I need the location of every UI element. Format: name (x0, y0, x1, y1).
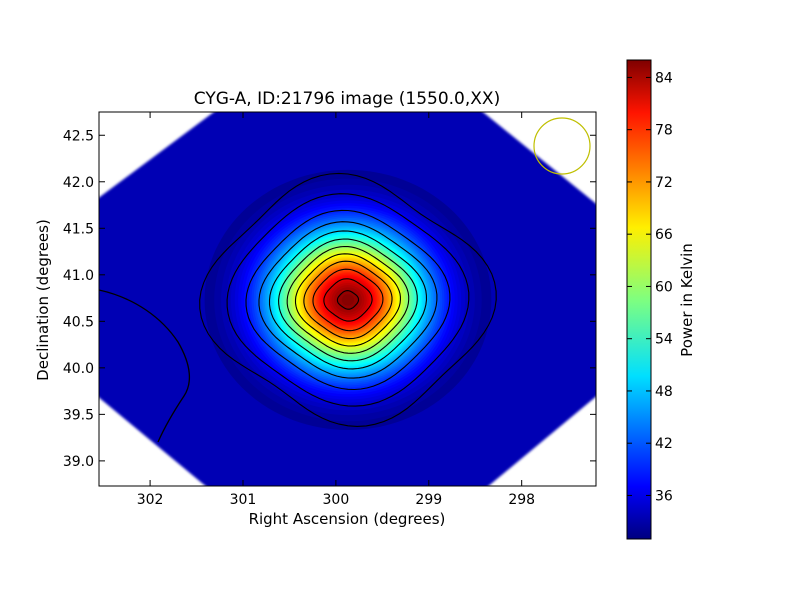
intensity-band (341, 294, 355, 306)
intensity-layer (204, 169, 492, 431)
contour-line (245, 209, 451, 391)
colorbar-ticks: 36 42 48 54 60 66 72 78 84 (627, 70, 673, 504)
colorbar-tick-label: 84 (655, 70, 673, 86)
x-tick-label: 298 (508, 492, 535, 508)
plot-frame (98, 111, 597, 487)
contour-line (336, 290, 360, 310)
colorbar-tick-label: 48 (655, 384, 673, 400)
y-tick-label: 39.0 (63, 454, 94, 470)
contour-line (286, 245, 410, 354)
contour-line (303, 260, 393, 340)
y-tick-label: 41.5 (63, 221, 94, 237)
y-tick-label: 40.5 (63, 314, 94, 330)
contour-line (268, 230, 428, 370)
colorbar: 36 42 48 54 60 66 72 78 84 Power in Kelvin (626, 59, 696, 540)
chart-title: CYG-A, ID:21796 image (1550.0,XX) (194, 89, 500, 109)
plot-area (99, 112, 596, 486)
y-tick-label: 42.5 (63, 128, 94, 144)
colorbar-tick-label: 72 (655, 175, 673, 191)
y-tick-label: 39.5 (63, 407, 94, 423)
x-tick-label: 301 (230, 492, 257, 508)
contour-lines (199, 172, 497, 427)
y-tick-label: 41.0 (63, 268, 94, 284)
y-tick-label: 42.0 (63, 175, 94, 191)
y-tick-label: 40.0 (63, 361, 94, 377)
contour-line (323, 278, 373, 322)
x-axis: 302 301 300 299 298 (137, 112, 535, 508)
colorbar-tick-label: 60 (655, 279, 673, 295)
colorbar-label: Power in Kelvin (678, 243, 696, 357)
x-tick-label: 299 (415, 492, 442, 508)
x-tick-label: 300 (323, 492, 350, 508)
contour-line (226, 193, 470, 407)
contour-line (278, 238, 418, 362)
colorbar-tick-label: 66 (655, 227, 673, 243)
contour-line (258, 221, 438, 379)
contour-line (312, 268, 384, 332)
x-axis-label: Right Ascension (degrees) (249, 510, 446, 528)
y-axis: 39.0 39.5 40.0 40.5 41.0 41.5 42.0 42.5 (63, 128, 596, 470)
colorbar-tick-label: 36 (655, 488, 673, 504)
y-axis-label: Declination (degrees) (34, 219, 52, 381)
x-tick-label: 302 (137, 492, 164, 508)
colorbar-bar (626, 59, 652, 540)
colorbar-tick-label: 42 (655, 436, 673, 452)
colorbar-tick-label: 78 (655, 123, 673, 139)
contour-line (294, 253, 401, 347)
edge-contour (99, 289, 190, 443)
contour-line (199, 172, 497, 427)
beam-marker (533, 117, 591, 175)
colorbar-tick-label: 54 (655, 332, 673, 348)
